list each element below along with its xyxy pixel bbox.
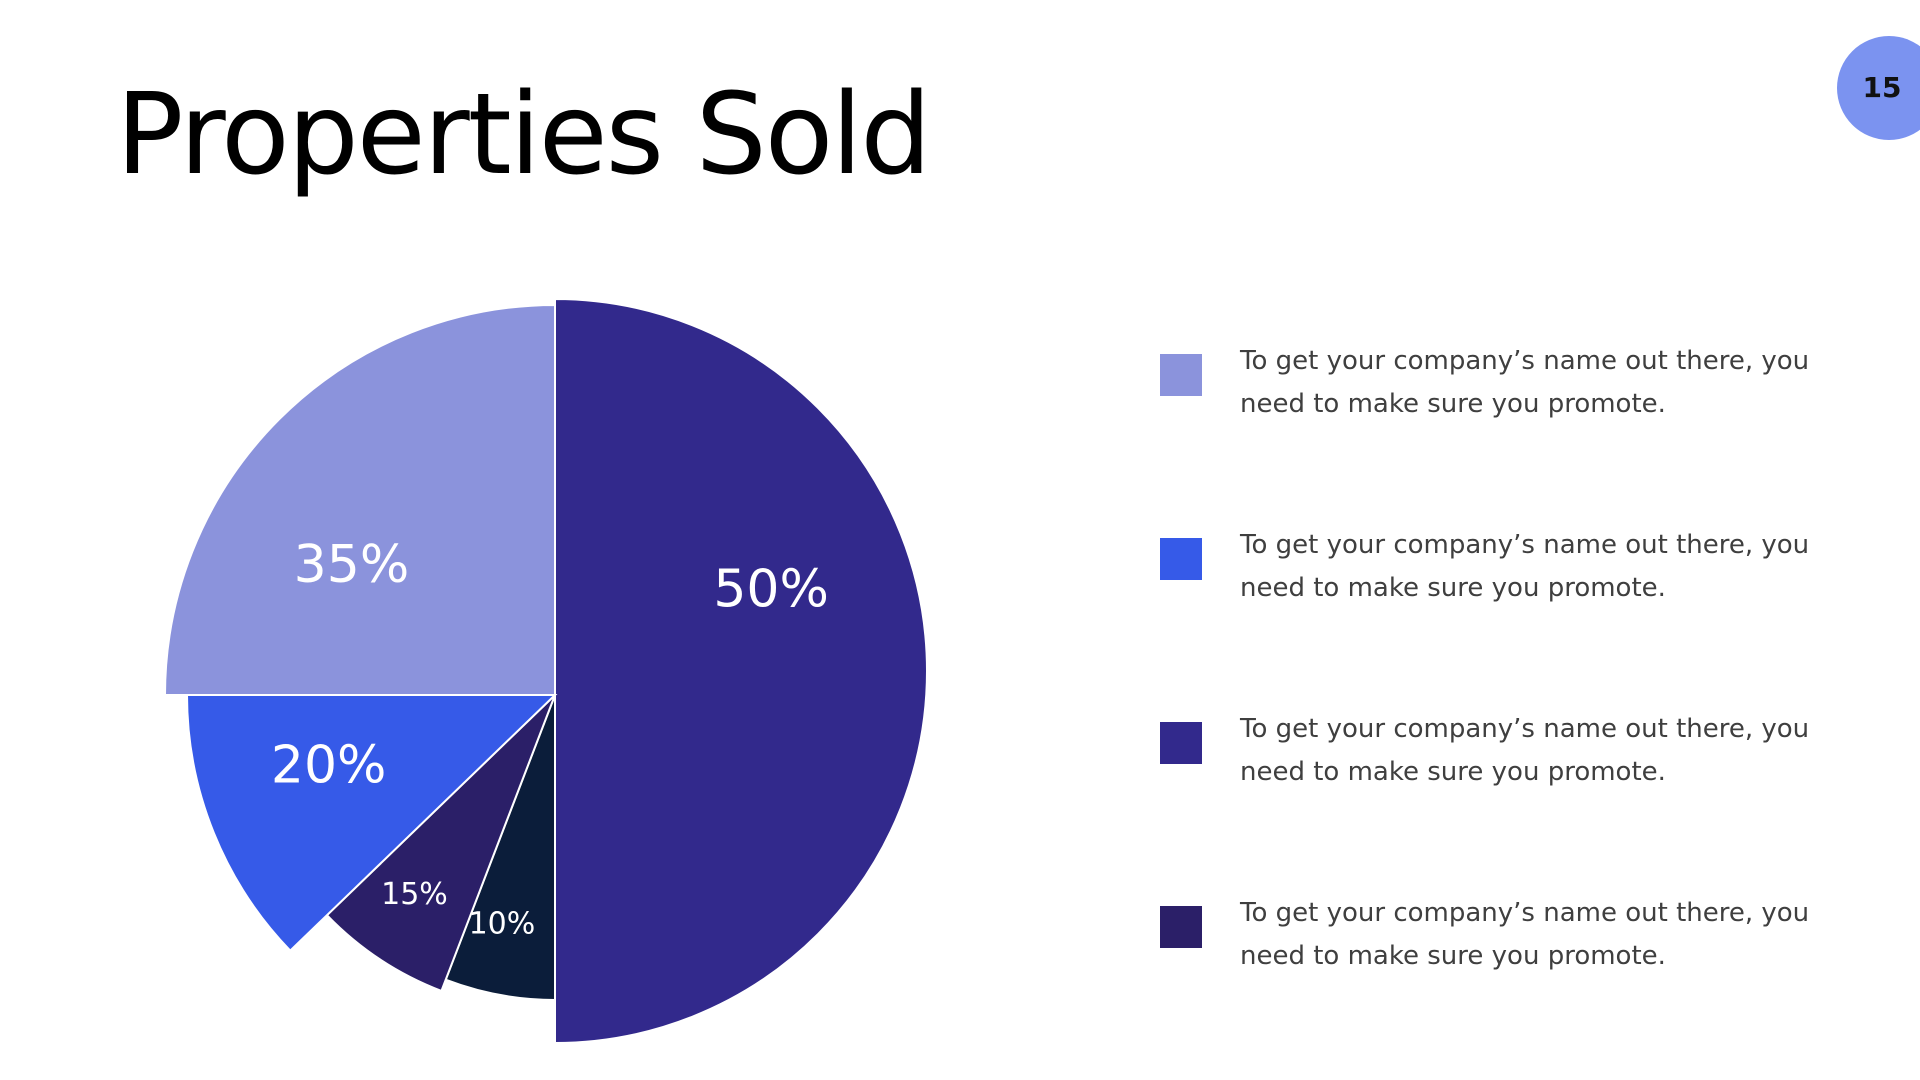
legend-item: To get your company’s name out there, yo… [1160,340,1860,430]
pie-slice [554,297,928,1045]
page-number-badge [1837,36,1920,140]
pie-slices [163,297,928,1045]
legend-swatch [1160,906,1202,948]
legend-item: To get your company’s name out there, yo… [1160,524,1860,614]
legend-text: To get your company’s name out there, yo… [1240,714,1810,787]
pie-slice-label: 10% [469,906,536,941]
legend-swatch [1160,538,1202,580]
pie-slice [185,694,558,953]
pie-slice [325,694,556,993]
legend-text: To get your company’s name out there, yo… [1240,346,1810,419]
pie-slice-label: 50% [713,559,829,619]
legend-swatch [1160,354,1202,396]
legend-swatch [1160,722,1202,764]
pie-slice [163,303,556,696]
pie-chart: 50% 10% 15% 20% 35% [163,297,928,1045]
legend-text: To get your company’s name out there, yo… [1240,530,1810,603]
slide-title: Properties Sold [116,70,931,200]
page-number: 15 [1862,71,1902,104]
legend-text: To get your company’s name out there, yo… [1240,898,1810,971]
legend-item: To get your company’s name out there, yo… [1160,892,1860,982]
pie-slice-label: 15% [381,877,448,912]
legend-item: To get your company’s name out there, yo… [1160,708,1860,798]
pie-labels: 50% 10% 15% 20% 35% [271,535,829,942]
pie-slice-label: 35% [294,535,410,595]
pie-slice-label: 20% [271,736,387,796]
